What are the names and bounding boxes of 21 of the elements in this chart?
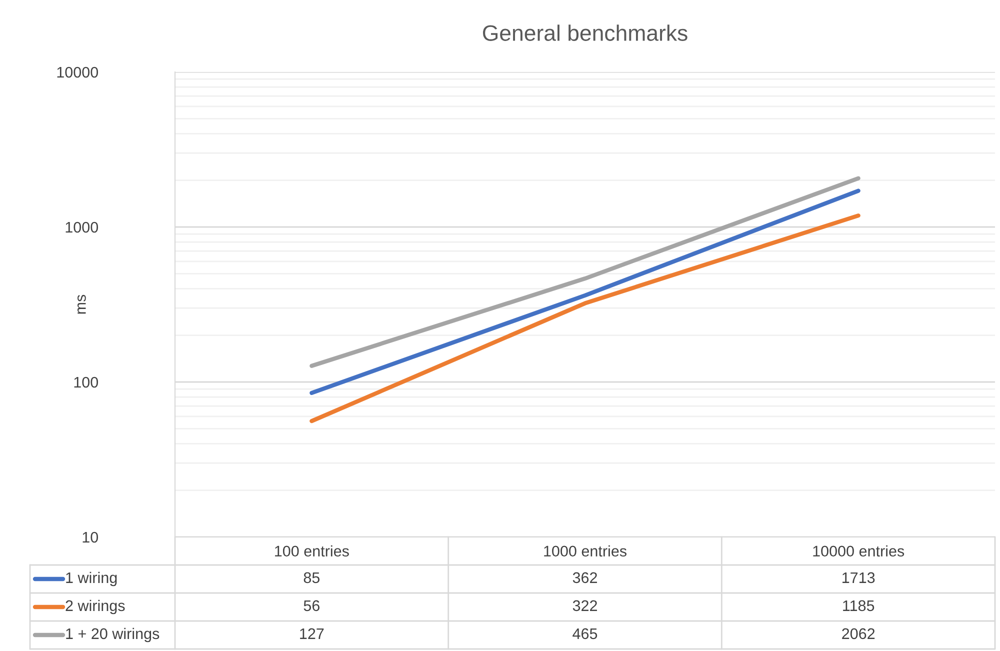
x-tick-label: 100 entries — [275, 545, 349, 557]
chart-title: General benchmarks — [482, 24, 688, 41]
data-label: 85 — [304, 572, 320, 584]
y-axis-title: ms — [78, 294, 86, 314]
y-tick-label: 100 — [74, 376, 98, 388]
y-tick-label: 10 — [82, 532, 98, 543]
data-label: 1185 — [843, 600, 874, 612]
y-tick-label: 10000 — [57, 66, 98, 78]
data-label: 362 — [572, 572, 597, 584]
data-label: 1713 — [842, 572, 875, 584]
data-label: 127 — [300, 628, 324, 639]
legend-label: 2 wirings — [66, 600, 125, 614]
x-tick-label: 10000 entries — [813, 545, 904, 557]
data-label: 2062 — [842, 628, 875, 640]
data-label: 56 — [304, 600, 320, 612]
x-tick-label: 1000 entries — [544, 545, 626, 557]
y-tick-label: 1000 — [66, 222, 98, 233]
data-label: 322 — [572, 600, 597, 612]
legend-label: 1 + 20 wirings — [66, 628, 160, 642]
legend-label: 1 wiring — [66, 572, 117, 586]
data-label: 465 — [572, 628, 598, 640]
